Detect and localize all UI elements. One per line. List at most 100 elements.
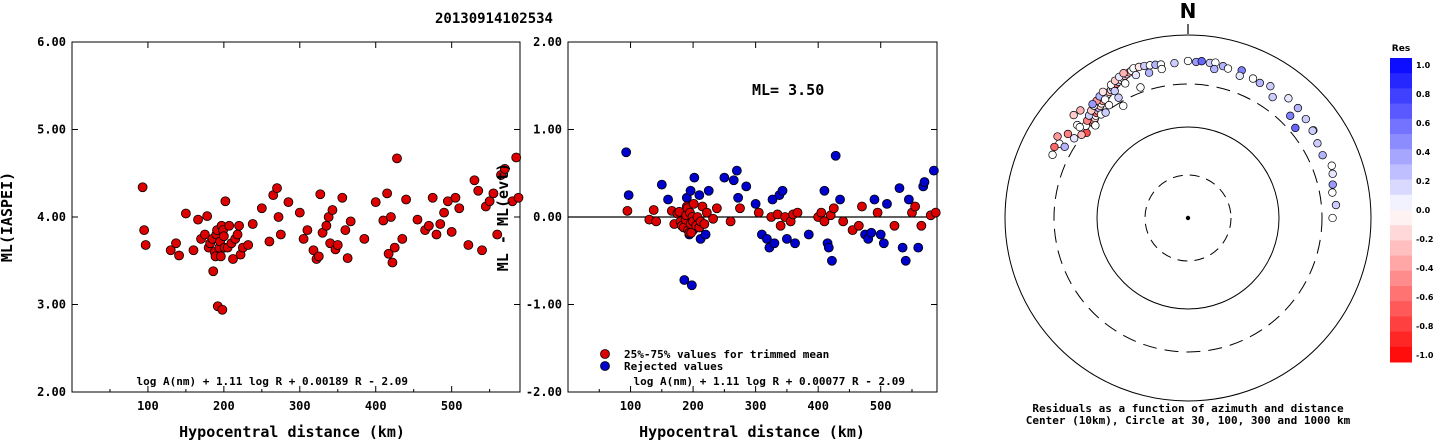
rejected-point [728, 175, 739, 186]
rejected-point [686, 280, 697, 291]
polar-point [1048, 150, 1057, 159]
trimmed-point [792, 207, 803, 218]
polar-point [1268, 92, 1277, 102]
colorbar-cell [1390, 88, 1412, 105]
rejected-point [761, 233, 772, 244]
data-point [463, 240, 474, 250]
trimmed-point [838, 216, 849, 227]
polar-point [1284, 94, 1293, 103]
legend-rejected: Rejected values [624, 360, 723, 373]
data-point [202, 211, 213, 222]
polar-point [1328, 213, 1337, 223]
data-point [247, 219, 258, 229]
rejected-point [741, 181, 752, 192]
colorbar-cell [1390, 255, 1412, 272]
circle-300km [1053, 83, 1323, 353]
data-point [513, 192, 524, 203]
x-tick-label: 300 [289, 399, 311, 413]
rejected-point [656, 179, 667, 190]
data-point [180, 208, 191, 219]
data-point [174, 250, 184, 261]
colorbar: Res 1.0 0.8 0.6 0.4 0.2 0.0 -0.2 -0.4 -0.6 -0.8 -1… [1390, 44, 1434, 363]
colorbar-cell [1390, 58, 1412, 74]
trimmed-point [701, 207, 712, 218]
polar-point [1313, 139, 1322, 148]
polar-point [1075, 123, 1084, 132]
data-point [139, 225, 150, 236]
colorbar-tick-label: 0.8 [1416, 90, 1431, 99]
data-point [220, 196, 231, 207]
data-point [327, 205, 338, 215]
colorbar-cell [1390, 270, 1412, 287]
data-point [392, 153, 402, 164]
y-tick-label: 0.00 [533, 210, 562, 224]
rejected-point [878, 238, 889, 249]
x-tick-label: 400 [807, 399, 829, 413]
y-axis-label: ML(IASPEI) [0, 172, 16, 262]
data-point [302, 225, 313, 236]
polar-point [1110, 86, 1119, 96]
polar-point [1183, 56, 1193, 66]
colorbar-cell [1390, 316, 1412, 333]
trimmed-point [816, 207, 827, 218]
trimmed-point [889, 220, 900, 231]
trimmed-point [828, 203, 839, 214]
data-point [477, 245, 487, 256]
rejected-point [882, 198, 892, 209]
circle-1000km [1004, 34, 1372, 402]
data-point [264, 236, 275, 247]
trimmed-point [688, 198, 699, 209]
polar-point [1070, 134, 1079, 143]
trimmed-point [857, 201, 867, 212]
data-point [208, 266, 219, 277]
polar-point [1121, 79, 1130, 88]
polar-point [1327, 161, 1336, 170]
rejected-point [919, 177, 930, 187]
polar-point [1286, 111, 1295, 120]
polar-point [1053, 132, 1062, 141]
formula-label-2: log A(nm) + 1.11 log R + 0.00077 R - 2.0… [633, 375, 905, 388]
data-point [217, 304, 228, 315]
data-point [313, 251, 324, 262]
rejected-point [731, 165, 742, 176]
data-point [199, 229, 210, 240]
trimmed-point [735, 203, 745, 214]
data-point [234, 220, 244, 231]
data-point [272, 183, 282, 194]
north-label: N [1180, 0, 1197, 23]
polar-point [1088, 100, 1097, 109]
figure-title: 20130914102534 [435, 11, 553, 27]
polar-point [1235, 71, 1244, 81]
colorbar-cell [1390, 179, 1412, 196]
rejected-point [621, 147, 632, 158]
data-point [188, 245, 199, 256]
rejected-point [781, 233, 792, 244]
colorbar-tick-label: 0.0 [1416, 206, 1431, 215]
y-tick-label: 2.00 [533, 35, 562, 49]
polar-point [1197, 57, 1206, 66]
colorbar-cell [1390, 240, 1412, 257]
y-axis-label-2: ML - ML(evt) [494, 163, 512, 271]
rejected-point [685, 185, 696, 196]
x-tick-label: 300 [745, 399, 767, 413]
polar-point [1119, 69, 1128, 78]
polar-point [1308, 126, 1317, 135]
data-point [340, 225, 351, 236]
rejected-point [703, 185, 714, 196]
data-point [488, 188, 499, 199]
colorbar-cell [1390, 210, 1412, 226]
y-tick-label: 4.00 [37, 210, 66, 224]
trimmed-point [711, 203, 722, 214]
colorbar-tick-label: -0.4 [1416, 264, 1434, 273]
x-tick-label: 500 [870, 399, 892, 413]
rejected-point [767, 194, 778, 205]
data-point [294, 207, 305, 218]
polar-point [1101, 108, 1110, 117]
residual-panel: -2.00 -1.00 0.00 1.00 2.00 100 200 300 400 500 H… [494, 35, 941, 441]
rejected-point [700, 229, 711, 240]
data-point [165, 245, 176, 256]
rejected-point [897, 242, 908, 253]
data-point [256, 203, 267, 214]
colorbar-cell [1390, 118, 1412, 135]
y-tick-label: -1.00 [526, 298, 562, 312]
